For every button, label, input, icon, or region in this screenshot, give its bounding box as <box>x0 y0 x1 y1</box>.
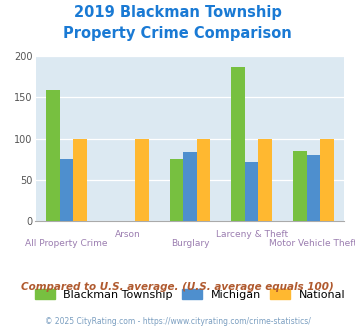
Legend: Blackman Township, Michigan, National: Blackman Township, Michigan, National <box>34 289 345 300</box>
Bar <box>307 155 320 221</box>
Bar <box>73 139 87 221</box>
Bar <box>46 90 60 221</box>
Bar <box>60 159 73 221</box>
Text: Compared to U.S. average. (U.S. average equals 100): Compared to U.S. average. (U.S. average … <box>21 282 334 292</box>
Text: Property Crime Comparison: Property Crime Comparison <box>63 26 292 41</box>
Text: All Property Crime: All Property Crime <box>25 239 108 248</box>
Bar <box>245 162 258 221</box>
Bar <box>293 151 307 221</box>
Bar <box>170 159 183 221</box>
Bar <box>183 152 197 221</box>
Text: Larceny & Theft: Larceny & Theft <box>215 230 288 239</box>
Text: Arson: Arson <box>115 230 141 239</box>
Bar <box>231 67 245 221</box>
Bar <box>197 139 210 221</box>
Text: © 2025 CityRating.com - https://www.cityrating.com/crime-statistics/: © 2025 CityRating.com - https://www.city… <box>45 317 310 326</box>
Bar <box>258 139 272 221</box>
Bar <box>135 139 148 221</box>
Text: Motor Vehicle Theft: Motor Vehicle Theft <box>269 239 355 248</box>
Bar <box>320 139 334 221</box>
Text: 2019 Blackman Township: 2019 Blackman Township <box>73 5 282 20</box>
Text: Burglary: Burglary <box>171 239 209 248</box>
